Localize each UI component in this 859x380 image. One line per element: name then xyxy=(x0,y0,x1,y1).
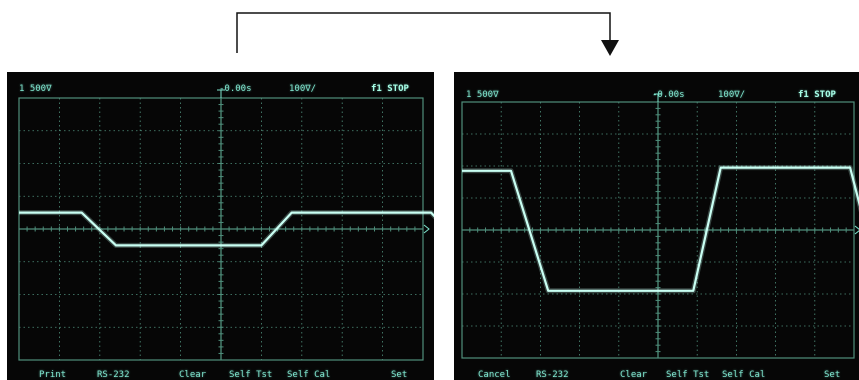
softkey-print[interactable]: Print xyxy=(39,370,67,380)
oscilloscope-screen-before: 1 500∇ -0.00s 100∇/ f1 STOP Print RS-232… xyxy=(7,72,434,380)
transition-arrow xyxy=(236,12,619,56)
softkey-clear[interactable]: Clear xyxy=(179,370,207,380)
time-reference: -0.00s xyxy=(652,90,685,100)
time-division: 100∇/ xyxy=(718,90,746,100)
softkey-set[interactable]: Set xyxy=(391,370,408,380)
time-reference: -0.00s xyxy=(219,84,252,94)
waveform-trace xyxy=(462,166,859,292)
scope-graticule xyxy=(461,93,859,359)
trigger-status: f1 STOP xyxy=(371,84,409,94)
trigger-status: f1 STOP xyxy=(798,90,836,100)
ground-reference-marker xyxy=(423,224,430,234)
softkey-cancel[interactable]: Cancel xyxy=(478,370,511,380)
softkey-self-cal[interactable]: Self Cal xyxy=(287,370,331,380)
softkey-rs232[interactable]: RS-232 xyxy=(97,370,130,380)
waveform-trace xyxy=(19,211,434,247)
softkey-rs232[interactable]: RS-232 xyxy=(536,370,569,380)
arrow-down-icon xyxy=(601,40,619,56)
softkey-self-test[interactable]: Self Tst xyxy=(666,370,710,380)
ground-reference-marker xyxy=(854,225,859,235)
time-division: 100∇/ xyxy=(289,84,317,94)
channel-scale: 1 500∇ xyxy=(19,84,52,94)
scope-graticule xyxy=(18,89,434,361)
connector-line xyxy=(236,12,611,53)
softkey-self-cal[interactable]: Self Cal xyxy=(722,370,766,380)
softkey-self-test[interactable]: Self Tst xyxy=(229,370,273,380)
channel-scale: 1 500∇ xyxy=(466,90,499,100)
softkey-clear[interactable]: Clear xyxy=(620,370,648,380)
softkey-set[interactable]: Set xyxy=(824,370,841,380)
oscilloscope-screen-after: 1 500∇ -0.00s 100∇/ f1 STOP Cancel RS-23… xyxy=(454,72,859,380)
